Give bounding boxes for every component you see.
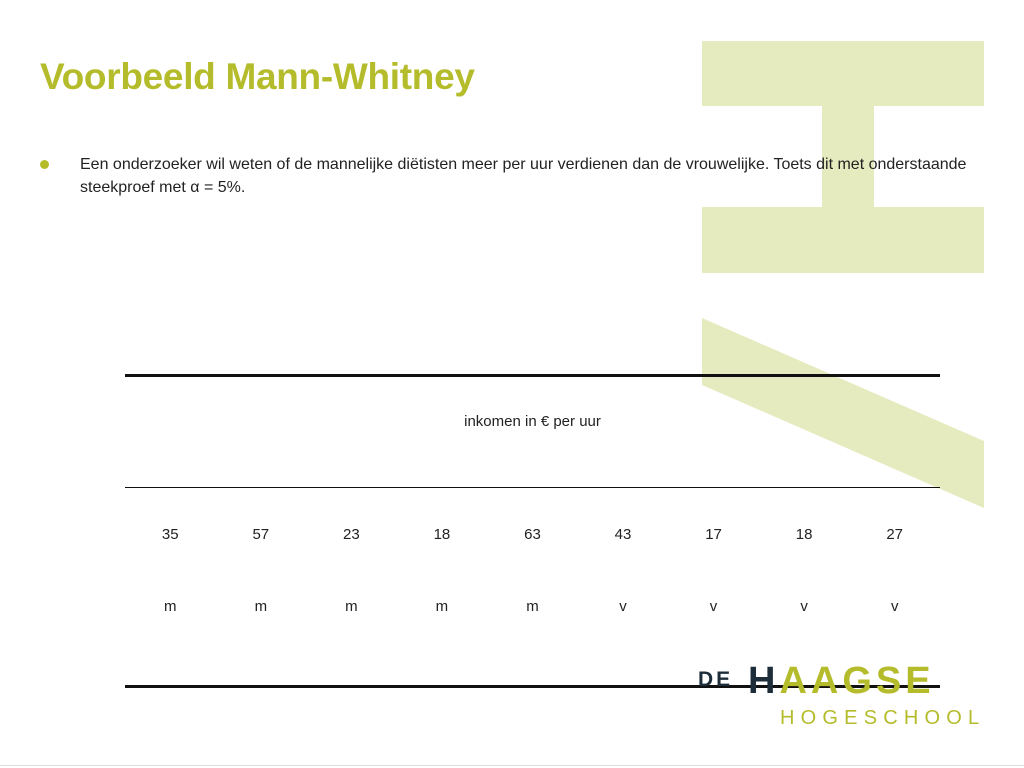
logo-first-letter: H [748, 660, 780, 702]
value-cell: 27 [886, 525, 904, 543]
value-cell: 43 [614, 525, 632, 543]
sex-cell: v [758, 581, 850, 688]
value-cell: 63 [524, 525, 541, 543]
value-cell: 23 [343, 525, 360, 543]
logo-rest: AAGSE [779, 660, 935, 702]
sex-cell: m [487, 581, 578, 688]
bullet-item: Een onderzoeker wil weten of de mannelij… [40, 153, 970, 199]
watermark-bar-bottom [702, 207, 984, 273]
value-cell: 18 [795, 525, 813, 543]
value-cell: 35 [161, 525, 179, 543]
sex-cell: m [396, 581, 488, 688]
logo-wordmark: HAAGSE [748, 662, 935, 700]
table-row-values: 35 57 23 18 63 43 17 18 27 [125, 488, 940, 582]
logo-subtitle: HOGESCHOOL [780, 707, 986, 729]
value-cell: 57 [252, 525, 270, 543]
sex-cell: v [849, 581, 940, 688]
table-row-sex: m m m m m v v v v [125, 581, 940, 688]
logo-prefix: DE [698, 668, 734, 691]
value-cell: 17 [705, 525, 722, 543]
sex-cell: m [215, 581, 307, 688]
sex-cell: v [668, 581, 759, 688]
sex-cell: m [125, 581, 216, 688]
footer-divider [0, 765, 1024, 766]
slide-title: Voorbeeld Mann-Whitney [40, 56, 475, 97]
table-header: inkomen in € per uur [125, 374, 940, 488]
table-header-row: inkomen in € per uur [125, 374, 940, 488]
data-table: inkomen in € per uur 35 57 23 18 63 43 1… [125, 374, 940, 688]
sex-cell: m [306, 581, 397, 688]
bullet-dot-icon [40, 160, 49, 169]
value-cell: 18 [433, 525, 451, 543]
hogeschool-logo: DE HAAGSE HOGESCHOOL [698, 662, 988, 730]
bullet-text: Een onderzoeker wil weten of de mannelij… [80, 156, 967, 196]
sex-cell: v [577, 581, 669, 688]
